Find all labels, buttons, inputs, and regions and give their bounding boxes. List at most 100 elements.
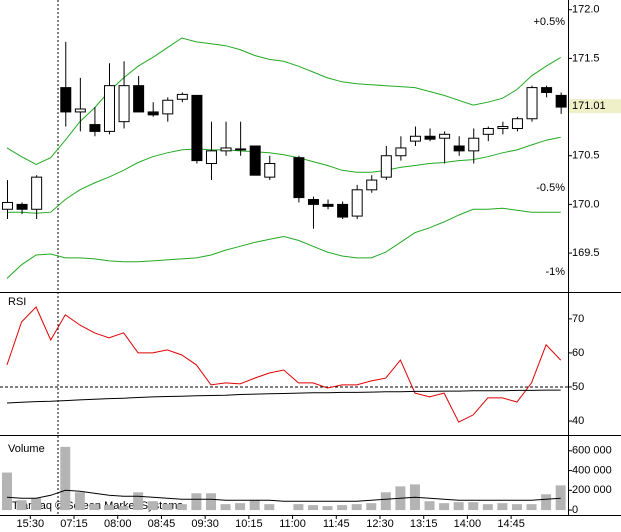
candle-body xyxy=(205,150,217,165)
y-tick-label: 70 xyxy=(572,313,584,325)
x-tick-label: 08:45 xyxy=(148,518,176,530)
volume-bar xyxy=(2,472,12,511)
x-tick-label: 12:30 xyxy=(366,518,394,530)
y-tick-label: 170.5 xyxy=(572,150,600,162)
candle-body xyxy=(395,147,407,157)
volume-bar xyxy=(453,502,464,511)
x-tick-label: 11:00 xyxy=(279,518,306,530)
y-tick-label: 60 xyxy=(572,347,584,359)
y-tick-label: 0 xyxy=(572,504,578,516)
candle-body xyxy=(526,87,538,120)
annotation: -1% xyxy=(545,266,565,278)
series-line xyxy=(6,37,561,166)
volume-bar xyxy=(337,505,348,511)
series-line xyxy=(6,306,562,423)
candle-body xyxy=(264,163,276,178)
candle-body xyxy=(541,87,553,93)
candle-body xyxy=(133,85,145,113)
last-price-box xyxy=(569,99,621,114)
volume-bar xyxy=(103,505,114,511)
y-tick-label: 200 000 xyxy=(572,484,612,496)
x-tick-label: 07:15 xyxy=(60,518,88,530)
y-tick-label: 400 000 xyxy=(572,464,612,476)
volume-bar xyxy=(74,492,85,511)
candle-body xyxy=(162,99,174,115)
candle-body xyxy=(555,94,567,108)
volume-bar xyxy=(424,501,435,511)
candle-body xyxy=(468,137,480,152)
series-line xyxy=(7,136,561,214)
x-tick-label: 14:45 xyxy=(497,518,525,530)
x-tick-label: 10:15 xyxy=(235,518,263,530)
candle-body xyxy=(337,203,349,218)
y-tick-label: 171.5 xyxy=(572,52,600,64)
annotation: +0.5% xyxy=(534,16,566,28)
y-tick-label: 172.0 xyxy=(572,4,600,16)
candle-body xyxy=(409,135,421,142)
volume-bar xyxy=(307,505,318,511)
candle-body xyxy=(16,203,28,210)
volume-bar xyxy=(16,500,27,511)
candle-body xyxy=(380,155,392,178)
x-tick-label: 15:30 xyxy=(17,518,45,530)
volume-bar xyxy=(482,504,493,511)
volume-bar xyxy=(439,503,450,511)
series-line xyxy=(6,207,561,279)
candle-body xyxy=(366,179,378,191)
y-tick-label: 50 xyxy=(572,381,584,393)
volume-bar xyxy=(235,503,246,511)
candle-body xyxy=(235,148,247,151)
x-tick-label: 13:15 xyxy=(410,518,438,530)
y-tick-label: 169.5 xyxy=(572,247,600,259)
volume-bar xyxy=(191,493,202,511)
candle-body xyxy=(322,203,334,207)
panel-title: Volume xyxy=(8,443,45,455)
volume-bar xyxy=(31,498,42,511)
volume-bar xyxy=(133,492,144,511)
volume-bar xyxy=(526,504,537,511)
x-tick-label: 09:30 xyxy=(191,518,219,530)
volume-bar xyxy=(162,504,173,511)
candle-body xyxy=(482,127,494,135)
candle-body xyxy=(351,189,363,217)
candle-body xyxy=(103,85,115,132)
candle-body xyxy=(147,111,159,116)
candle-body xyxy=(176,93,188,100)
last-price-label: 171.01 xyxy=(572,100,606,112)
y-tick-label: 600 000 xyxy=(572,445,612,457)
volume-bar xyxy=(205,493,216,511)
candle-body xyxy=(191,94,203,162)
volume-bar xyxy=(380,492,391,511)
candle-body xyxy=(249,145,261,176)
candle-body xyxy=(293,157,305,199)
candle-body xyxy=(74,108,86,113)
y-tick-label: 170.0 xyxy=(572,198,600,210)
volume-bar xyxy=(293,504,304,511)
series-line xyxy=(6,389,561,404)
annotation: -0.5% xyxy=(536,182,565,194)
candle-body xyxy=(31,176,43,210)
candle-body xyxy=(60,87,72,113)
volume-bar xyxy=(220,504,231,511)
candle-body xyxy=(424,135,436,140)
candle-body xyxy=(2,201,13,210)
candle-body xyxy=(118,85,130,123)
volume-bar xyxy=(147,501,158,511)
volume-bar xyxy=(468,502,479,511)
volume-bar xyxy=(541,494,552,511)
candle-body xyxy=(220,147,232,152)
candle-body xyxy=(307,199,319,205)
x-tick-label: 14:00 xyxy=(454,518,482,530)
series-line xyxy=(6,489,561,502)
volume-bar xyxy=(497,503,508,511)
volume-bar xyxy=(264,504,275,511)
volume-bar xyxy=(60,446,71,511)
volume-bar xyxy=(322,506,333,511)
volume-bar xyxy=(351,504,362,511)
candle-body xyxy=(89,124,101,132)
candle-body xyxy=(439,133,451,139)
volume-bar xyxy=(511,504,522,511)
x-tick-label: 11:45 xyxy=(323,518,350,530)
panel-title: RSI xyxy=(8,296,26,308)
